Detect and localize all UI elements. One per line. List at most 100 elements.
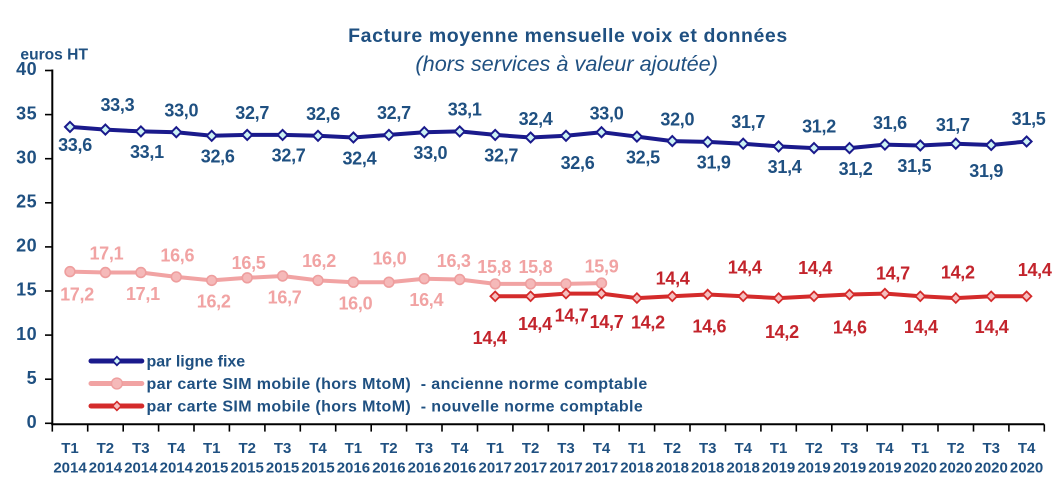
svg-text:14,4: 14,4 bbox=[904, 317, 938, 337]
svg-text:31,2: 31,2 bbox=[802, 116, 836, 136]
svg-text:16,2: 16,2 bbox=[197, 292, 231, 312]
svg-text:2015: 2015 bbox=[301, 460, 334, 477]
svg-text:15,8: 15,8 bbox=[477, 257, 511, 277]
svg-text:2014: 2014 bbox=[89, 460, 123, 477]
svg-text:2015: 2015 bbox=[266, 460, 299, 477]
svg-text:2015: 2015 bbox=[195, 460, 228, 477]
svg-text:33,3: 33,3 bbox=[100, 95, 134, 115]
svg-text:par carte SIM mobile (hors Mto: par carte SIM mobile (hors MtoM) - nouve… bbox=[147, 399, 644, 416]
svg-text:31,2: 31,2 bbox=[839, 159, 873, 179]
svg-text:2020: 2020 bbox=[939, 460, 972, 477]
svg-text:euros HT: euros HT bbox=[20, 47, 88, 64]
svg-text:32,6: 32,6 bbox=[201, 147, 235, 167]
svg-text:31,5: 31,5 bbox=[897, 156, 931, 176]
svg-text:2018: 2018 bbox=[656, 460, 689, 477]
svg-text:31,9: 31,9 bbox=[969, 161, 1003, 181]
svg-text:2015: 2015 bbox=[231, 460, 264, 477]
svg-text:14,2: 14,2 bbox=[765, 322, 799, 342]
svg-text:T3: T3 bbox=[416, 440, 434, 457]
svg-text:2019: 2019 bbox=[762, 460, 795, 477]
svg-text:15: 15 bbox=[16, 280, 37, 300]
svg-text:17,1: 17,1 bbox=[126, 284, 160, 304]
svg-text:2016: 2016 bbox=[372, 460, 405, 477]
svg-text:31,4: 31,4 bbox=[768, 157, 802, 177]
svg-text:15,9: 15,9 bbox=[585, 256, 619, 276]
svg-text:40: 40 bbox=[16, 59, 37, 79]
svg-text:T1: T1 bbox=[61, 440, 79, 457]
svg-text:T1: T1 bbox=[912, 440, 930, 457]
svg-text:2016: 2016 bbox=[337, 460, 370, 477]
svg-text:2017: 2017 bbox=[479, 460, 512, 477]
svg-text:2016: 2016 bbox=[443, 460, 476, 477]
svg-text:16,2: 16,2 bbox=[302, 251, 336, 271]
svg-text:T4: T4 bbox=[451, 440, 469, 457]
svg-text:16,3: 16,3 bbox=[437, 251, 471, 271]
svg-text:2018: 2018 bbox=[691, 460, 724, 477]
svg-text:Facture moyenne mensuelle voix: Facture moyenne mensuelle voix et donnée… bbox=[348, 25, 788, 47]
svg-text:32,7: 32,7 bbox=[377, 103, 411, 123]
svg-text:14,4: 14,4 bbox=[473, 328, 507, 348]
svg-text:33,0: 33,0 bbox=[590, 104, 624, 124]
svg-text:T4: T4 bbox=[734, 440, 752, 457]
svg-text:2017: 2017 bbox=[514, 460, 547, 477]
svg-text:16,5: 16,5 bbox=[232, 253, 266, 273]
svg-text:25: 25 bbox=[16, 192, 37, 212]
svg-text:14,4: 14,4 bbox=[728, 257, 762, 277]
svg-text:T4: T4 bbox=[168, 440, 186, 457]
svg-text:33,6: 33,6 bbox=[58, 135, 92, 155]
svg-text:2017: 2017 bbox=[549, 460, 582, 477]
svg-text:2014: 2014 bbox=[160, 460, 194, 477]
svg-text:T3: T3 bbox=[132, 440, 150, 457]
svg-text:33,0: 33,0 bbox=[164, 101, 198, 121]
svg-text:32,7: 32,7 bbox=[272, 146, 306, 166]
svg-text:32,4: 32,4 bbox=[342, 148, 376, 168]
svg-text:20: 20 bbox=[16, 236, 37, 256]
svg-text:2019: 2019 bbox=[797, 460, 830, 477]
svg-text:T2: T2 bbox=[947, 440, 965, 457]
svg-text:T1: T1 bbox=[345, 440, 363, 457]
svg-text:16,0: 16,0 bbox=[372, 249, 406, 269]
svg-text:T1: T1 bbox=[770, 440, 788, 457]
svg-text:2014: 2014 bbox=[53, 460, 87, 477]
svg-text:32,6: 32,6 bbox=[561, 153, 595, 173]
svg-text:T1: T1 bbox=[486, 440, 504, 457]
svg-text:2019: 2019 bbox=[868, 460, 901, 477]
svg-text:14,4: 14,4 bbox=[518, 314, 552, 334]
svg-text:T2: T2 bbox=[522, 440, 540, 457]
svg-text:14,7: 14,7 bbox=[555, 305, 589, 325]
svg-text:2016: 2016 bbox=[408, 460, 441, 477]
svg-text:16,6: 16,6 bbox=[160, 246, 194, 266]
svg-text:32,7: 32,7 bbox=[235, 103, 269, 123]
svg-text:14,7: 14,7 bbox=[876, 263, 910, 283]
svg-text:2019: 2019 bbox=[833, 460, 866, 477]
svg-text:32,0: 32,0 bbox=[660, 109, 694, 129]
svg-text:14,4: 14,4 bbox=[975, 317, 1009, 337]
svg-text:T4: T4 bbox=[593, 440, 611, 457]
svg-text:T2: T2 bbox=[238, 440, 256, 457]
svg-text:15,8: 15,8 bbox=[518, 257, 552, 277]
svg-text:T2: T2 bbox=[664, 440, 682, 457]
svg-text:31,7: 31,7 bbox=[936, 115, 970, 135]
svg-text:T3: T3 bbox=[274, 440, 292, 457]
svg-text:par carte SIM mobile (hors Mto: par carte SIM mobile (hors MtoM) - ancie… bbox=[147, 376, 648, 393]
svg-text:16,7: 16,7 bbox=[268, 287, 302, 307]
svg-text:T3: T3 bbox=[841, 440, 859, 457]
svg-text:2018: 2018 bbox=[727, 460, 760, 477]
svg-text:17,1: 17,1 bbox=[89, 243, 123, 263]
svg-text:2017: 2017 bbox=[585, 460, 618, 477]
svg-text:32,6: 32,6 bbox=[306, 104, 340, 124]
svg-text:30: 30 bbox=[16, 147, 37, 167]
svg-text:T2: T2 bbox=[380, 440, 398, 457]
svg-text:31,9: 31,9 bbox=[697, 153, 731, 173]
svg-text:32,4: 32,4 bbox=[519, 109, 553, 129]
svg-text:2020: 2020 bbox=[904, 460, 937, 477]
svg-text:2020: 2020 bbox=[1010, 460, 1043, 477]
svg-text:5: 5 bbox=[27, 368, 37, 388]
svg-text:35: 35 bbox=[16, 103, 37, 123]
svg-text:14,4: 14,4 bbox=[798, 258, 832, 278]
svg-text:14,4: 14,4 bbox=[656, 269, 690, 289]
svg-text:14,2: 14,2 bbox=[941, 262, 975, 282]
svg-text:T3: T3 bbox=[982, 440, 1000, 457]
svg-text:17,2: 17,2 bbox=[60, 284, 94, 304]
svg-text:33,1: 33,1 bbox=[448, 100, 482, 120]
